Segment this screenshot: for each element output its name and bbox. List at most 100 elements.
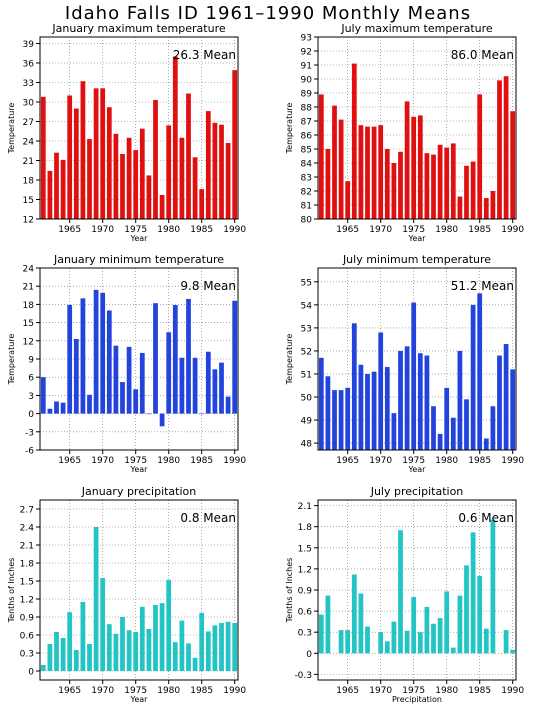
bar-1968 <box>87 139 92 219</box>
bar-1967 <box>358 364 364 450</box>
x-tick-label: 1965 <box>336 686 359 696</box>
x-tick-label: 1990 <box>223 686 246 696</box>
y-tick-label: 2.1 <box>298 502 312 512</box>
bar-1989 <box>503 344 509 450</box>
x-axis-label: Year <box>408 465 427 474</box>
y-tick-label: 12 <box>23 337 34 347</box>
chart-panel: July precipitation -0.3 0 0.3 0.6 0.9 1.2 1.5 1.… <box>285 485 524 704</box>
bar-1981 <box>450 143 456 219</box>
bar-1980 <box>444 591 450 654</box>
bar-1976 <box>139 128 145 219</box>
y-tick-label: 80 <box>301 216 313 226</box>
bar-1974 <box>404 101 410 219</box>
bar-1988 <box>497 355 502 450</box>
y-tick-label: 0.6 <box>298 608 313 618</box>
bar-1964 <box>60 402 66 414</box>
y-tick-label: 21 <box>23 157 34 167</box>
y-tick-label: 90 <box>301 76 313 86</box>
bar-1966 <box>73 338 79 414</box>
bar-1978 <box>153 303 158 414</box>
bar-1977 <box>146 175 152 219</box>
bar-1975 <box>133 150 139 219</box>
y-tick-label: 91 <box>301 62 312 72</box>
bar-1989 <box>503 630 509 654</box>
bar-1965 <box>345 181 351 219</box>
chart-title: January precipitation <box>81 485 197 498</box>
bar-1961 <box>318 614 324 654</box>
x-tick-label: 1975 <box>124 456 147 466</box>
bar-1969 <box>93 88 99 219</box>
x-tick-label: 1970 <box>91 456 114 466</box>
bar-1990 <box>510 369 516 450</box>
bar-1981 <box>450 417 456 450</box>
bar-1971 <box>384 641 390 654</box>
bar-1976 <box>417 115 423 219</box>
y-tick-label: 39 <box>23 40 35 50</box>
bar-1987 <box>490 191 496 219</box>
y-tick-label: 48 <box>301 440 313 450</box>
bar-1988 <box>219 124 224 219</box>
x-tick-label: 1975 <box>124 686 147 696</box>
x-tick-label: 1980 <box>157 456 180 466</box>
bar-1970 <box>100 292 106 414</box>
y-tick-label: 1.2 <box>20 596 34 606</box>
bar-1987 <box>212 625 218 671</box>
y-tick-label: 12 <box>23 216 34 226</box>
y-tick-label: 15 <box>23 319 34 329</box>
bar-1984 <box>192 357 198 414</box>
bar-1963 <box>54 152 59 219</box>
x-tick-label: 1980 <box>157 686 180 696</box>
bar-1987 <box>212 369 218 414</box>
y-tick-label: -0.3 <box>294 671 312 681</box>
bar-1970 <box>100 578 106 671</box>
bar-1982 <box>457 595 463 654</box>
bar-1966 <box>73 108 79 219</box>
bar-1962 <box>47 170 53 219</box>
bar-1974 <box>126 346 132 414</box>
bar-1984 <box>192 657 198 671</box>
bar-1986 <box>205 631 211 671</box>
plot-frame <box>317 267 517 451</box>
bar-1968 <box>365 626 370 654</box>
bar-1980 <box>444 147 450 219</box>
bar-1981 <box>172 305 178 414</box>
y-tick-label: 82 <box>301 188 312 198</box>
y-tick-label: 87 <box>301 118 312 128</box>
bar-1979 <box>437 144 443 219</box>
bar-1965 <box>345 630 351 654</box>
bar-1985 <box>199 413 205 415</box>
x-tick-label: 1965 <box>336 456 359 466</box>
y-tick-label: 84 <box>301 160 313 170</box>
y-tick-label: 0.3 <box>298 629 312 639</box>
bar-1968 <box>365 126 370 219</box>
bar-1982 <box>179 137 185 219</box>
bar-1973 <box>398 530 403 654</box>
x-tick-label: 1975 <box>402 456 425 466</box>
chart-title: January maximum temperature <box>51 22 225 35</box>
bar-1984 <box>470 304 476 450</box>
chart-title: July minimum temperature <box>342 253 491 266</box>
bar-1986 <box>483 198 489 219</box>
x-tick-label: 1990 <box>501 686 524 696</box>
x-tick-label: 1990 <box>501 456 524 466</box>
bar-1975 <box>411 597 417 654</box>
bar-1969 <box>93 527 99 671</box>
y-tick-label: 81 <box>301 202 312 212</box>
bar-1976 <box>139 606 145 671</box>
x-tick-label: 1990 <box>223 225 246 235</box>
bar-1979 <box>159 413 165 427</box>
bar-1990 <box>232 70 238 220</box>
bar-1989 <box>225 142 231 219</box>
y-tick-label: 89 <box>301 90 313 100</box>
bar-1978 <box>431 623 436 654</box>
bar-1975 <box>133 632 139 671</box>
bar-1988 <box>219 362 224 414</box>
bar-1985 <box>477 94 483 219</box>
bar-1976 <box>417 353 423 450</box>
y-tick-label: 53 <box>301 324 312 334</box>
bar-1970 <box>378 632 384 654</box>
bar-1977 <box>146 413 152 415</box>
bar-1964 <box>338 390 344 450</box>
bar-1990 <box>232 300 238 414</box>
y-tick-label: 6 <box>28 374 34 384</box>
